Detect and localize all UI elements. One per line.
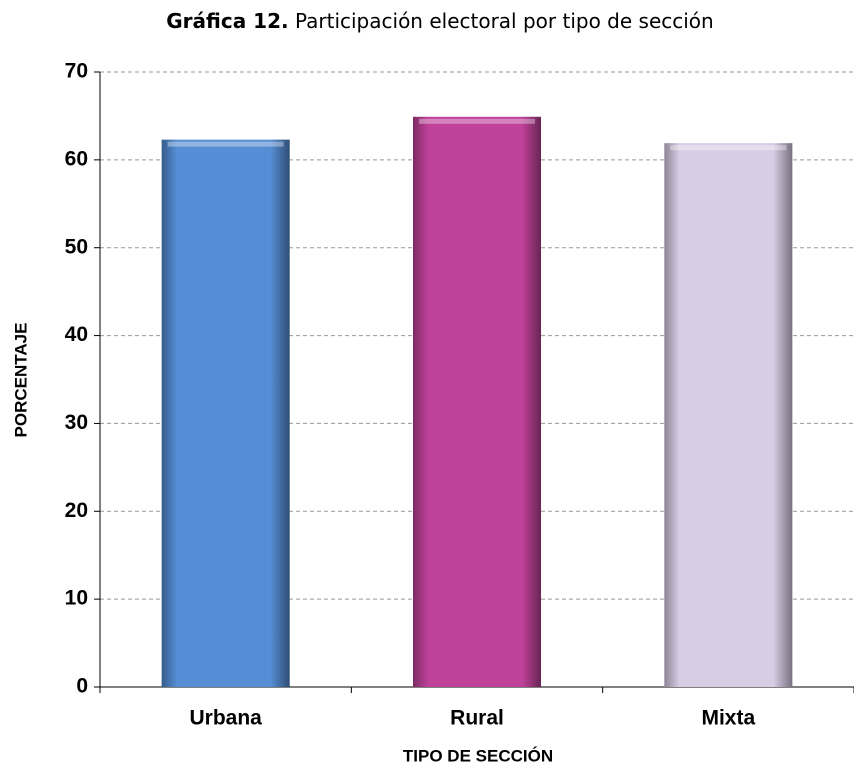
- y-tick-label: 0: [76, 675, 88, 698]
- bar-shade: [161, 139, 290, 687]
- y-tick-label: 70: [65, 60, 88, 83]
- title-text: Participación electoral por tipo de secc…: [295, 9, 714, 33]
- bar-shade: [664, 143, 793, 687]
- y-tick-label: 20: [65, 499, 88, 522]
- x-tick-label: Rural: [450, 707, 504, 730]
- bar-highlight: [670, 145, 787, 151]
- y-tick-label: 40: [65, 323, 88, 346]
- y-tick-label: 50: [65, 235, 88, 258]
- bar-shade: [413, 116, 541, 688]
- y-axis-label: PORCENTAJE: [11, 323, 30, 438]
- chart-title: Gráfica 12. Participación electoral por …: [166, 9, 713, 33]
- x-tick-label: Urbana: [189, 707, 262, 730]
- bar-highlight: [419, 118, 535, 124]
- x-tick-label: Mixta: [701, 707, 755, 730]
- y-tick-label: 30: [65, 411, 88, 434]
- x-axis-label: TIPO DE SECCIÓN: [403, 746, 553, 765]
- y-tick-label: 10: [65, 587, 88, 610]
- title-label: Gráfica 12.: [166, 9, 288, 33]
- y-tick-label: 60: [65, 147, 88, 170]
- bar-highlight: [167, 141, 284, 147]
